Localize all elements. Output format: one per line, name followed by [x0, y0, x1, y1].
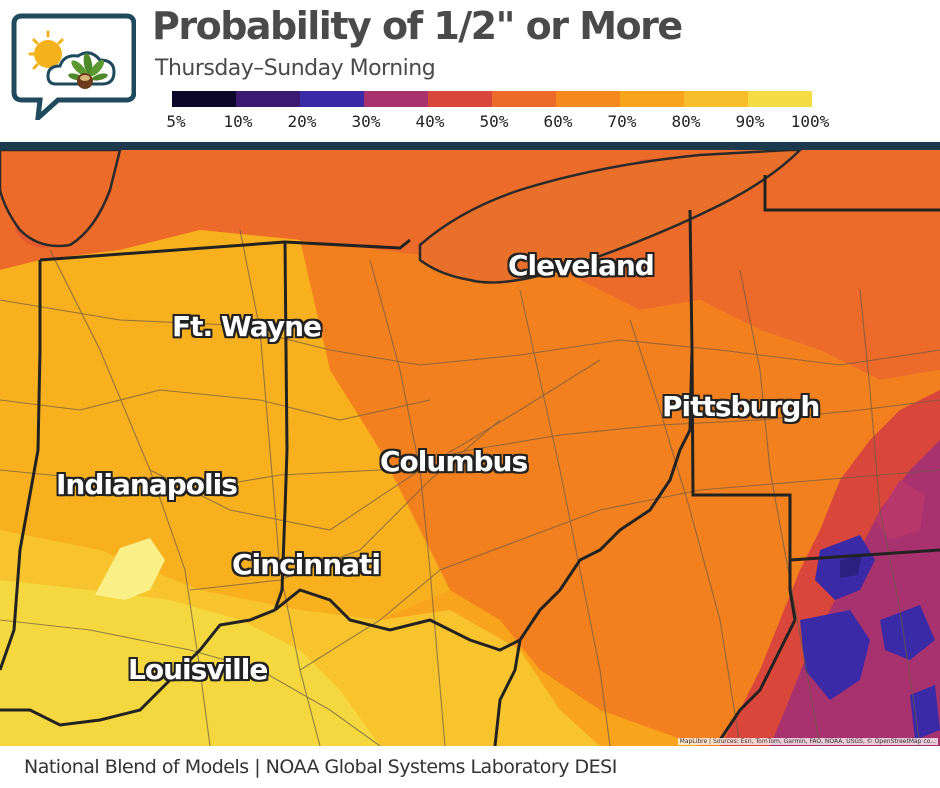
- legend-label: 100%: [790, 112, 830, 131]
- sun-icon: [28, 30, 64, 70]
- legend-swatch: [620, 91, 684, 107]
- legend-label: 20%: [287, 112, 317, 131]
- buckeye-nut-icon: [77, 73, 93, 89]
- lake-erie: [0, 150, 802, 284]
- legend-swatch: [556, 91, 620, 107]
- map-subtitle: Thursday–Sunday Morning: [155, 56, 436, 81]
- legend-swatch: [748, 91, 812, 107]
- city-label-ft-wayne: Ft. Wayne: [172, 310, 322, 343]
- legend-swatch: [684, 91, 748, 107]
- city-label-louisville: Louisville: [128, 653, 268, 686]
- legend-label: 10%: [223, 112, 253, 131]
- city-label-cleveland: Cleveland: [508, 249, 655, 282]
- road-network: [0, 229, 940, 746]
- city-label-cincinnati: Cincinnati: [232, 548, 381, 581]
- legend-label: 70%: [607, 112, 637, 131]
- legend-label: 30%: [351, 112, 381, 131]
- legend-label: 60%: [543, 112, 573, 131]
- legend-swatch: [364, 91, 428, 107]
- legend-swatch: [172, 91, 236, 107]
- city-label-columbus: Columbus: [380, 445, 528, 478]
- legend-swatch: [428, 91, 492, 107]
- city-label-pittsburgh: Pittsburgh: [662, 390, 820, 423]
- footer: National Blend of Models | NOAA Global S…: [0, 746, 940, 788]
- data-source-credit: National Blend of Models | NOAA Global S…: [24, 756, 617, 778]
- legend-label: 40%: [415, 112, 445, 131]
- legend-label: 5%: [166, 112, 186, 131]
- probability-map[interactable]: Cleveland Ft. Wayne Pittsburgh Columbus …: [0, 150, 940, 746]
- legend-labels: 5% 10% 20% 30% 40% 50% 60% 70% 80% 90% 1…: [0, 112, 940, 134]
- legend-swatch: [492, 91, 556, 107]
- logo: [8, 10, 137, 125]
- map-attribution[interactable]: MapLibre | Sources: Esri, TomTom, Garmin…: [677, 738, 938, 745]
- legend-label: 90%: [735, 112, 765, 131]
- map-title: Probability of 1/2" or More: [152, 4, 683, 48]
- state-borders: [0, 175, 940, 746]
- header-divider: [0, 142, 940, 150]
- legend-color-bar: [172, 91, 812, 107]
- legend-label: 80%: [671, 112, 701, 131]
- header: Probability of 1/2" or More Thursday–Sun…: [0, 0, 940, 143]
- city-label-indianapolis: Indianapolis: [56, 468, 238, 501]
- legend-swatch: [300, 91, 364, 107]
- legend-swatch: [236, 91, 300, 107]
- legend-label: 50%: [479, 112, 509, 131]
